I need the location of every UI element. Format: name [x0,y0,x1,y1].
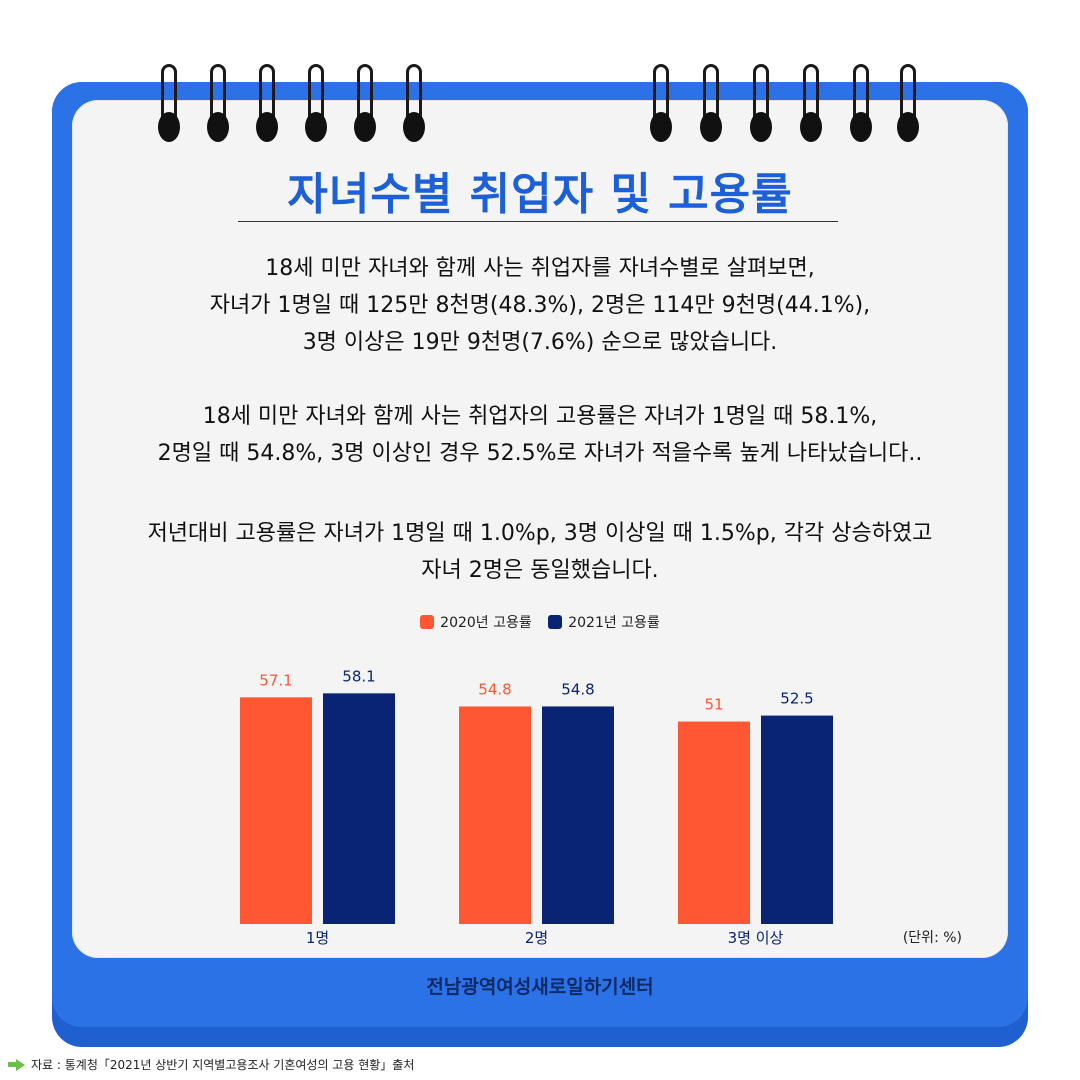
legend-label-2020: 2020년 고용률 [440,615,532,631]
ring-icon [897,64,919,144]
paragraph-line: 자녀 2명은 동일했습니다. [421,558,659,583]
bar-2020-1 [240,697,312,924]
legend-item-2020: 2020년 고용률 [420,612,532,632]
paragraph-line: 18세 미만 자녀와 함께 사는 취업자를 자녀수별로 살펴보면, [265,256,815,281]
paragraph-line: 2명일 때 54.8%, 3명 이상인 경우 52.5%로 자녀가 적을수록 높… [157,441,923,466]
paragraph-line: 자녀가 1명일 때 125만 8천명(48.3%), 2명은 114만 9천명(… [209,293,871,318]
data-label: 57.1 [259,671,292,689]
legend-item-2021: 2021년 고용률 [548,612,660,632]
paragraph-line: 저년대비 고용률은 자녀가 1명일 때 1.0%p, 3명 이상일 때 1.5%… [147,521,933,546]
bar-2021-1 [323,693,395,924]
ring-icon [403,64,425,144]
chart-legend: 2020년 고용률 2021년 고용률 [0,612,1080,633]
footer-organization: 전남광역여성새로일하기센터 [426,976,654,998]
data-label: 51 [704,696,723,714]
paragraph-line: 18세 미만 자녀와 함께 사는 취업자의 고용률은 자녀가 1명일 때 58.… [202,404,878,429]
data-label: 54.8 [561,680,594,698]
ring-icon [158,64,180,144]
paragraph-1: 18세 미만 자녀와 함께 사는 취업자를 자녀수별로 살펴보면, 자녀가 1명… [60,250,1020,361]
unit-label: (단위: %) [903,930,962,946]
x-tick-label: 3명 이상 [728,929,784,947]
bar-2020-3 [678,721,750,924]
ring-icon [354,64,376,144]
ring-icon [800,64,822,144]
x-tick-label: 2명 [525,929,548,947]
legend-swatch-2020 [420,615,435,629]
ring-icon [305,64,327,144]
paragraph-line: 3명 이상은 19만 9천명(7.6%) 순으로 많았습니다. [302,330,778,355]
ring-icon [700,64,722,144]
bar-2020-2 [459,706,531,924]
data-label: 54.8 [478,680,511,698]
page-title: 자녀수별 취업자 및 고용률 [287,169,793,220]
ring-icon [207,64,229,144]
paragraph-2: 18세 미만 자녀와 함께 사는 취업자의 고용률은 자녀가 1명일 때 58.… [60,398,1020,472]
data-label: 52.5 [780,690,813,708]
ring-icon [750,64,772,144]
legend-label-2021: 2021년 고용률 [568,615,660,631]
ring-icon [650,64,672,144]
calendar-paper [72,100,1008,958]
title-divider [238,221,838,222]
data-label: 58.1 [342,667,375,685]
bar-2021-2 [542,706,614,924]
ring-icon [256,64,278,144]
paragraph-3: 저년대비 고용률은 자녀가 1명일 때 1.0%p, 3명 이상일 때 1.5%… [60,515,1020,589]
legend-swatch-2021 [548,615,563,629]
source-note: 자료 : 통계청「2021년 상반기 지역별고용조사 기혼여성의 고용 현황」출… [8,1056,414,1073]
ring-icon [850,64,872,144]
bar-2021-3 [761,715,833,924]
source-text: 자료 : 통계청「2021년 상반기 지역별고용조사 기혼여성의 고용 현황」출… [31,1058,415,1072]
arrow-icon [8,1062,16,1067]
x-tick-label: 1명 [306,929,329,947]
